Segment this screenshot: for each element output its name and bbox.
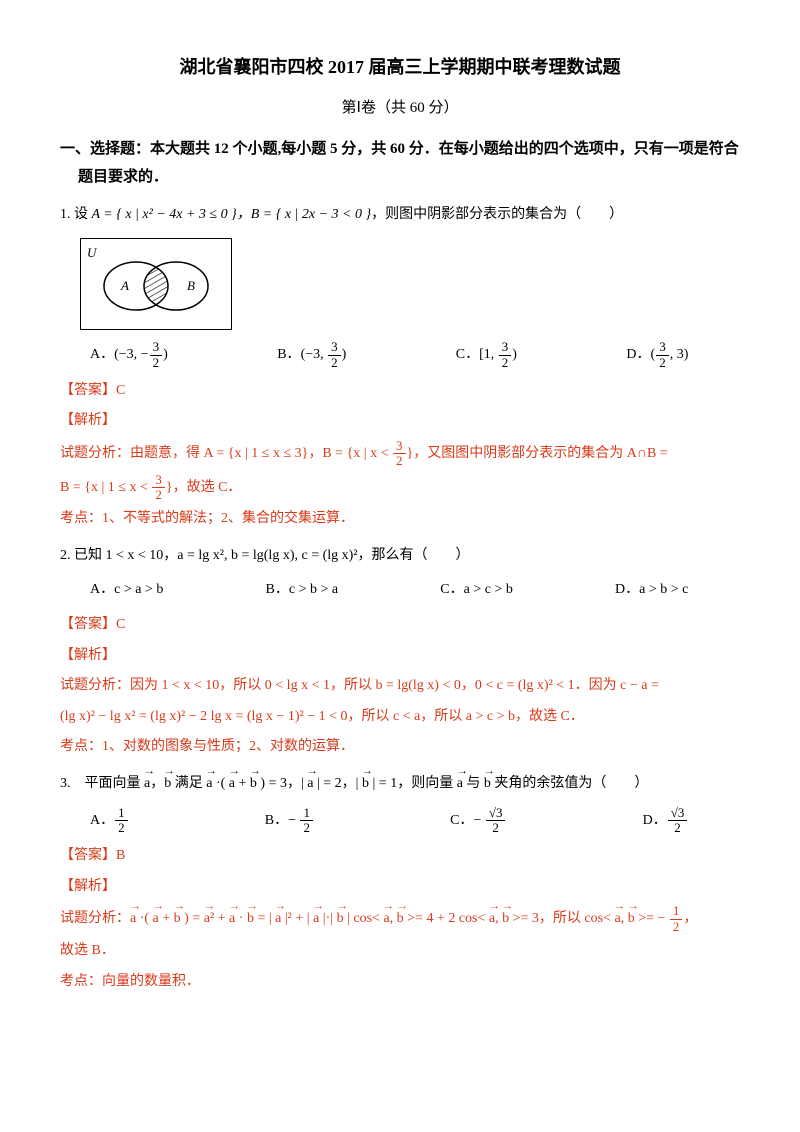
q1-jiexi-label: 【解析】 [60,408,740,435]
q2-option-B: B．c > b > a [266,577,339,604]
vec-b: b [164,771,171,798]
q2-option-D: D．a > b > c [615,577,688,604]
q3-kaodian: 考点：向量的数量积． [60,969,740,996]
q3-option-C: C．− √32 [450,806,506,836]
q1-set-A: A = { x | x² − 4x + 3 ≤ 0 }， [92,207,251,222]
svg-text:B: B [187,278,195,293]
q3-option-D: D．√32 [643,806,689,836]
q2-answer: 【答案】C [60,612,740,639]
section-heading: 一、选择题：本大题共 12 个小题,每小题 5 分，共 60 分．在每小题给出的… [60,135,740,192]
q2-options: A．c > a > b B．c > b > a C．a > c > b D．a … [90,577,688,604]
page-title: 湖北省襄阳市四校 2017 届高三上学期期中联考理数试题 [60,50,740,84]
q2-jiexi-label: 【解析】 [60,643,740,670]
q2-kaodian: 考点：1、对数的图象与性质；2、对数的运算． [60,734,740,761]
q2-option-A: A．c > a > b [90,577,163,604]
venn-svg: A B [91,244,221,324]
q1-option-D: D．(32, 3) [626,340,688,370]
question-3: 3. 平面向量 a，b 满足 a ·( a + b ) = 3，| a | = … [60,771,740,798]
venn-diagram: U A B [80,238,232,330]
vec-a: a [144,771,150,798]
q1-option-A: A．(−3, −32) [90,340,168,370]
q1-analysis-2: B = {x | 1 ≤ x < 32}，故选 C． [60,473,740,503]
q3-analysis: 试题分析：a ·( a + b ) = a² + a · b = | a |² … [60,904,740,934]
q3-option-B: B．− 12 [265,806,314,836]
q3-answer: 【答案】B [60,843,740,870]
q1-answer: 【答案】C [60,378,740,405]
q2-analysis-2: (lg x)² − lg x² = (lg x)² − 2 lg x = (lg… [60,704,740,731]
q3-tail: 故选 B． [60,938,740,965]
question-2: 2. 已知 1 < x < 10，a = lg x², b = lg(lg x)… [60,543,740,570]
q3-option-A: A．12 [90,806,129,836]
svg-text:A: A [120,278,129,293]
q1-stem-prefix: 1. 设 [60,207,92,222]
q1-kaodian: 考点：1、不等式的解法；2、集合的交集运算． [60,506,740,533]
q1-set-B: B = { x | 2x − 3 < 0 } [251,207,371,222]
q2-option-C: C．a > c > b [440,577,513,604]
q1-analysis-1: 试题分析：由题意，得 A = {x | 1 ≤ x ≤ 3}，B = {x | … [60,439,740,469]
q1-option-B: B．(−3, 32) [277,340,346,370]
q3-jiexi-label: 【解析】 [60,874,740,901]
page-subtitle: 第Ⅰ卷（共 60 分） [60,94,740,123]
q2-analysis-1: 试题分析：因为 1 < x < 10，所以 0 < lg x < 1，所以 b … [60,673,740,700]
q3-options: A．12 B．− 12 C．− √32 D．√32 [90,806,688,836]
q1-option-C: C．[1, 32) [456,340,517,370]
question-1: 1. 设 A = { x | x² − 4x + 3 ≤ 0 }，B = { x… [60,202,740,229]
q1-stem-suffix: ，则图中阴影部分表示的集合为（ ） [371,207,623,222]
q1-options: A．(−3, −32) B．(−3, 32) C．[1, 32) D．(32, … [90,340,688,370]
